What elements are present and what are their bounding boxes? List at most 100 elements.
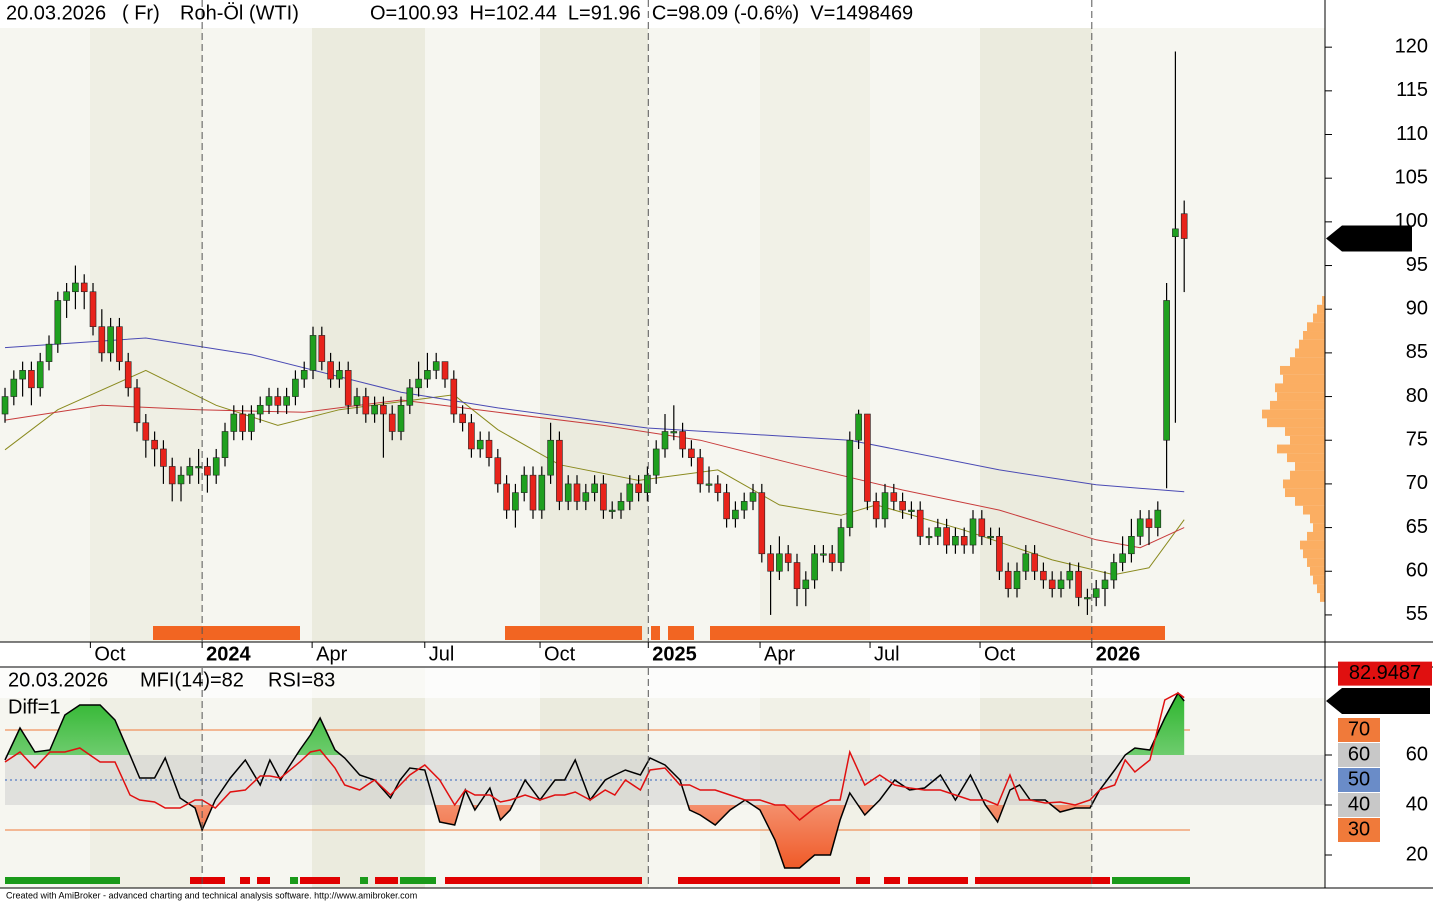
x-tick-label: Apr (764, 643, 795, 665)
candle-body (1066, 570, 1074, 581)
candle-body (327, 361, 334, 380)
candle-body (388, 413, 396, 432)
candle-body (784, 553, 792, 563)
volume-profile-bar (1262, 409, 1325, 419)
candle-body (1022, 553, 1030, 572)
volume-profile-bar (1313, 523, 1325, 532)
footer: Created with AmiBroker - advanced charti… (6, 890, 417, 900)
y-tick-label: 60 (1406, 560, 1428, 582)
header-bg (0, 0, 1325, 28)
annotation: Diff=1 (8, 696, 60, 718)
candle-body (1092, 588, 1100, 598)
candle-body (978, 518, 986, 537)
candle-body (573, 483, 581, 502)
volume-profile-bar (1300, 540, 1325, 550)
level-label: 60 (1348, 743, 1370, 765)
volume-profile-bar (1313, 313, 1325, 323)
x-tick-label: 2026 (1096, 643, 1141, 665)
candle-body (872, 501, 880, 520)
shade-band (90, 0, 202, 642)
last-price-marker (1326, 225, 1412, 252)
candle-body (151, 439, 158, 450)
candle-body (45, 343, 53, 362)
candle-body (72, 282, 79, 293)
candle-body (1101, 579, 1109, 590)
candle-body (36, 361, 44, 389)
volume-profile-bar (1267, 418, 1325, 428)
volume-profile-bar (1275, 383, 1325, 393)
y-tick-label: 65 (1406, 516, 1428, 538)
y-tick-label: 60 (1406, 743, 1428, 765)
average-line (4, 399, 1185, 549)
candle-body (1136, 518, 1144, 537)
signal-strip (445, 877, 642, 884)
candle-body (1110, 562, 1118, 581)
signal-strip (240, 877, 250, 884)
shade-band (760, 0, 870, 642)
candle-body (248, 413, 255, 432)
signal-strip (290, 877, 298, 884)
shade-band (540, 668, 648, 888)
volume-profile-bar (1322, 296, 1325, 305)
x-tick-label: Jul (874, 643, 900, 665)
candle-body (987, 536, 994, 539)
volume-profile-bar (1307, 531, 1325, 541)
x-tick-label: Apr (316, 643, 347, 665)
header-bg (0, 668, 1325, 698)
candle-body (934, 527, 942, 537)
candle-body (353, 396, 361, 406)
candle-body (811, 553, 818, 581)
candle-body (890, 492, 898, 502)
candle-body (608, 509, 616, 512)
volume-profile-bar (1285, 427, 1325, 436)
candle-body (362, 396, 370, 415)
volume-profile-bar (1299, 339, 1325, 349)
header-day: ( Fr) (122, 2, 160, 24)
candle-body (195, 466, 202, 469)
signal-strip (190, 877, 225, 884)
candle-body (397, 404, 405, 432)
candle-body (432, 361, 440, 371)
candle-body (793, 562, 801, 590)
candle-body (916, 509, 924, 537)
candle-body (204, 466, 211, 476)
candle-body (1040, 570, 1047, 581)
candle-body (98, 326, 106, 354)
candle-body (617, 501, 625, 511)
candle-body (318, 335, 326, 362)
candle-body (864, 413, 871, 502)
volume-profile-bar (1303, 505, 1325, 515)
candle-body (485, 439, 493, 458)
header-date: 20.03.2026 (6, 2, 106, 24)
candle-body (1128, 536, 1135, 555)
candle-body (846, 439, 854, 528)
volume-profile-bar (1285, 488, 1325, 498)
candle-body (767, 553, 774, 572)
candle-body (168, 466, 176, 485)
signal-strip (400, 877, 436, 884)
average-line (4, 337, 1185, 493)
candle-body (512, 492, 519, 511)
candle-body (476, 439, 484, 450)
shade-band (540, 0, 648, 642)
y-tick-label: 120 (1395, 35, 1428, 57)
volume-profile-bar (1290, 357, 1325, 367)
candle-body (547, 439, 554, 476)
candle-body (1004, 570, 1012, 590)
last-value-label: 81.617 (1353, 689, 1414, 711)
candle-body (899, 501, 906, 511)
candle-body (925, 536, 933, 539)
candle-body (969, 518, 977, 546)
candle-body (652, 448, 660, 476)
signal-strip (257, 877, 270, 884)
candle-body (63, 291, 70, 301)
candle-body (459, 413, 466, 424)
y-tick-label: 75 (1406, 429, 1428, 451)
candle-body (705, 483, 713, 486)
candle-body (952, 536, 959, 546)
last-price-label: 98.09 (1353, 227, 1403, 249)
candle-body (1180, 213, 1188, 239)
candle-body (503, 483, 510, 511)
level-box (1338, 818, 1380, 842)
